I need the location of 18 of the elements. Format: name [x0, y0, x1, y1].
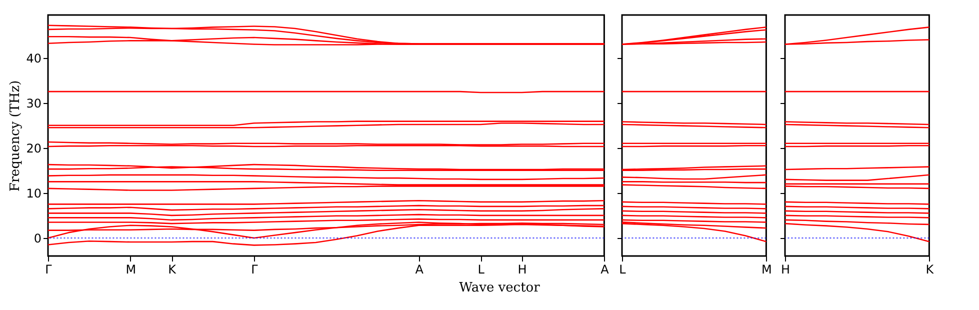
y-tick-label: 0 [34, 231, 42, 246]
y-tick-label: 30 [26, 96, 42, 110]
y-tick-label: 20 [26, 141, 42, 156]
x-tick-label: A [415, 262, 424, 276]
x-axis-title: Wave vector [459, 280, 541, 296]
x-tick-label: L [478, 262, 485, 276]
x-tick-label: K [168, 262, 178, 276]
x-tick-label: L [619, 262, 626, 276]
y-tick-label: 40 [26, 51, 42, 66]
x-tick-label: H [781, 262, 790, 276]
x-tick-label: H [518, 262, 527, 276]
x-tick-label: Γ [45, 262, 52, 276]
y-axis-title: Frequency (THz) [8, 80, 24, 192]
y-tick-label: 10 [26, 186, 42, 200]
x-tick-label: M [762, 262, 772, 276]
x-tick-label: Γ [251, 262, 258, 276]
x-tick-label: M [126, 262, 136, 276]
x-tick-label: A [600, 262, 610, 276]
